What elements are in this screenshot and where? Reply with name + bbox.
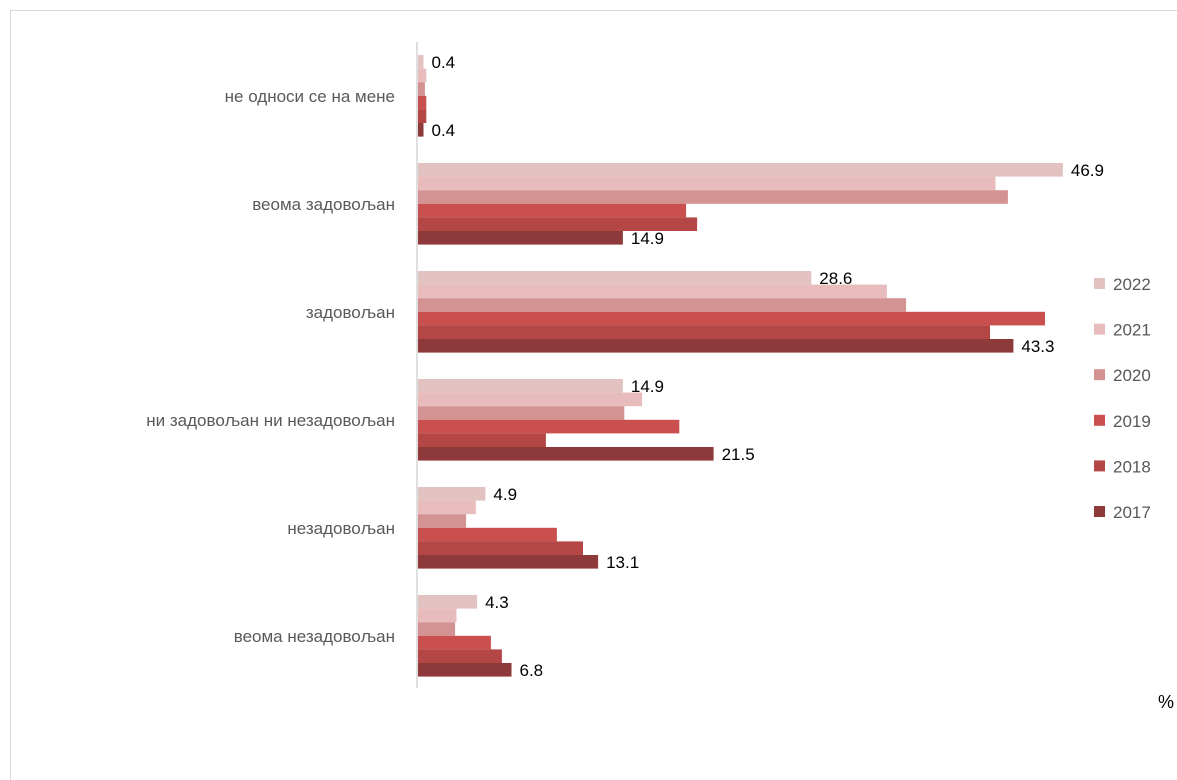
category-label: не односи се на мене bbox=[225, 87, 395, 106]
legend-swatch-2018 bbox=[1094, 460, 1105, 472]
data-label: 4.9 bbox=[493, 485, 517, 504]
bar-2021-cat-5 bbox=[418, 608, 457, 623]
bar-2017-cat-3 bbox=[418, 447, 714, 461]
bar-2019-cat-0 bbox=[418, 95, 427, 110]
legend-label-2018: 2018 bbox=[1113, 457, 1151, 476]
bar-2020-cat-2 bbox=[418, 298, 907, 312]
data-label: 43.3 bbox=[1021, 337, 1054, 356]
data-label: 6.8 bbox=[520, 661, 544, 680]
legend-label-2022: 2022 bbox=[1113, 275, 1151, 294]
bar-2017-cat-4 bbox=[418, 555, 599, 569]
bar-2020-cat-5 bbox=[418, 622, 456, 636]
bar-2021-cat-3 bbox=[418, 392, 643, 407]
legend-label-2021: 2021 bbox=[1113, 321, 1151, 340]
bar-2022-cat-4 bbox=[418, 487, 486, 501]
data-label: 28.6 bbox=[819, 269, 852, 288]
data-label: 14.9 bbox=[631, 377, 664, 396]
legend-swatch-2019 bbox=[1094, 414, 1105, 426]
bar-2017-cat-5 bbox=[418, 663, 512, 677]
legend-swatch-2021 bbox=[1094, 323, 1105, 335]
category-label: ни задовољан ни незадовољан bbox=[146, 411, 395, 430]
bar-2018-cat-5 bbox=[418, 649, 502, 663]
category-label: незадовољан bbox=[287, 519, 395, 538]
bar-2020-cat-1 bbox=[418, 190, 1008, 204]
legend: 2022 2021 2020 2019 2018 2017 bbox=[1094, 275, 1151, 522]
unit-label: % bbox=[1158, 692, 1174, 712]
bar-2021-cat-0 bbox=[418, 68, 427, 83]
bar-2017-cat-2 bbox=[418, 339, 1014, 353]
bar-2017-cat-0 bbox=[418, 123, 424, 137]
data-label: 0.4 bbox=[432, 53, 456, 72]
bar-2019-cat-4 bbox=[418, 527, 557, 542]
data-labels: 0.4 0.4 46.9 14.9 28.6 43.3 14.9 21.5 4.9 13.1 4.3… bbox=[432, 53, 1104, 680]
bar-2018-cat-2 bbox=[418, 325, 990, 339]
bar-2019-cat-2 bbox=[418, 311, 1045, 326]
bars-group bbox=[418, 55, 1063, 677]
category-label: задовољан bbox=[306, 303, 395, 322]
bar-2020-cat-4 bbox=[418, 514, 467, 528]
bar-2022-cat-0 bbox=[418, 55, 424, 69]
bar-2022-cat-3 bbox=[418, 379, 623, 393]
bar-2021-cat-2 bbox=[418, 284, 887, 299]
bar-2021-cat-1 bbox=[418, 176, 996, 191]
data-label: 46.9 bbox=[1071, 161, 1104, 180]
bar-2019-cat-3 bbox=[418, 419, 680, 434]
data-label: 21.5 bbox=[722, 445, 755, 464]
bar-2019-cat-5 bbox=[418, 635, 491, 650]
category-label: веома задовољан bbox=[252, 195, 395, 214]
legend-label-2017: 2017 bbox=[1113, 503, 1151, 522]
bar-2022-cat-1 bbox=[418, 163, 1063, 177]
bar-2018-cat-0 bbox=[418, 109, 427, 123]
data-label: 0.4 bbox=[432, 121, 456, 140]
bar-2022-cat-5 bbox=[418, 595, 478, 609]
bar-2017-cat-1 bbox=[418, 231, 623, 245]
legend-swatch-2022 bbox=[1094, 278, 1105, 289]
bar-2018-cat-3 bbox=[418, 433, 546, 447]
bar-2019-cat-1 bbox=[418, 203, 687, 218]
data-label: 13.1 bbox=[606, 553, 639, 572]
bar-2022-cat-2 bbox=[418, 271, 812, 285]
bar-2018-cat-1 bbox=[418, 217, 698, 231]
legend-swatch-2017 bbox=[1094, 506, 1105, 517]
bar-2018-cat-4 bbox=[418, 541, 583, 555]
bar-2020-cat-0 bbox=[418, 82, 425, 96]
legend-label-2019: 2019 bbox=[1113, 412, 1151, 431]
category-labels: не односи се на мене веома задовољан задов… bbox=[146, 87, 395, 646]
category-label: веома незадовољан bbox=[234, 627, 395, 646]
legend-swatch-2020 bbox=[1094, 369, 1105, 381]
bar-2021-cat-4 bbox=[418, 500, 476, 515]
data-label: 4.3 bbox=[485, 593, 509, 612]
bar-2020-cat-3 bbox=[418, 406, 625, 420]
legend-label-2020: 2020 bbox=[1113, 366, 1151, 385]
data-label: 14.9 bbox=[631, 229, 664, 248]
chart-frame bbox=[10, 10, 1177, 780]
